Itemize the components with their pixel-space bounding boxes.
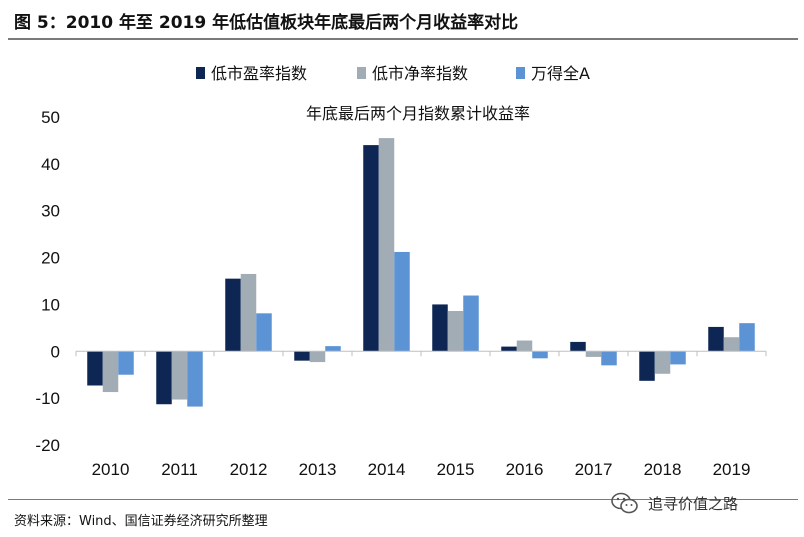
- bar-2015-series-1: [432, 304, 448, 352]
- figure-title: 图 5：2010 年至 2019 年低估值板块年底最后两个月收益率对比: [14, 13, 519, 33]
- source-note: 资料来源：Wind、国信证券经济研究所整理: [14, 514, 268, 529]
- bar-2017-series-1: [570, 341, 586, 352]
- x-tick-label: 2014: [368, 460, 406, 479]
- x-tick-label: 2013: [299, 460, 337, 479]
- bar-2012-series-3: [256, 313, 272, 352]
- y-tick-label: 20: [41, 249, 60, 268]
- watermark-text: 追寻价值之路: [648, 494, 739, 513]
- legend-label-2: 低市净率指数: [372, 64, 468, 83]
- watermark: 追寻价值之路: [610, 491, 738, 515]
- y-tick-label: 0: [51, 342, 60, 361]
- bar-2018-series-2: [654, 351, 671, 374]
- bar-2019-series-3: [739, 323, 755, 352]
- x-tick-label: 2011: [161, 460, 198, 479]
- x-axis-ticks: 2010 2011 2012 2013 2014 2015 2016 2017 2018 2019: [75, 351, 767, 479]
- bar-2019-series-1: [708, 326, 724, 352]
- bar-2019-series-2: [723, 337, 740, 352]
- bar-2010-series-2: [102, 351, 119, 393]
- x-tick-label: 2017: [575, 460, 613, 479]
- top-rule: [8, 38, 798, 40]
- bar-2015-series-2: [447, 310, 464, 352]
- x-tick-label: 2019: [713, 460, 751, 479]
- bar-2014-series-3: [394, 251, 410, 352]
- y-tick-label: -10: [35, 389, 60, 408]
- legend-swatch-1: [196, 67, 205, 79]
- x-tick-label: 2010: [92, 460, 130, 479]
- x-tick-label: 2016: [506, 460, 544, 479]
- bar-2016-series-3: [532, 351, 548, 359]
- y-tick-label: 30: [41, 202, 60, 221]
- bar-2011-series-2: [171, 351, 188, 400]
- legend-label-3: 万得全A: [531, 64, 590, 83]
- bar-2013-series-3: [325, 346, 341, 352]
- x-tick-label: 2018: [644, 460, 682, 479]
- bar-2010-series-3: [118, 351, 134, 375]
- bar-2016-series-2: [516, 340, 533, 352]
- bar-2016-series-1: [501, 346, 517, 352]
- chart-title: 年底最后两个月指数累计收益率: [306, 104, 530, 123]
- bar-2014-series-2: [378, 138, 395, 352]
- bar-2012-series-1: [225, 278, 241, 352]
- bar-2011-series-1: [156, 351, 172, 405]
- bar-2017-series-2: [585, 351, 602, 357]
- y-tick-label: 10: [41, 295, 60, 314]
- bar-2018-series-3: [670, 351, 686, 365]
- legend-label-1: 低市盈率指数: [211, 64, 307, 83]
- y-tick-label: 50: [41, 108, 60, 127]
- y-tick-label: -20: [35, 436, 60, 455]
- bar-2015-series-3: [463, 295, 479, 352]
- bars: [87, 138, 755, 407]
- wechat-icon: [611, 492, 638, 514]
- legend-swatch-2: [357, 67, 366, 79]
- bar-2012-series-2: [240, 273, 257, 352]
- y-axis-ticks: 50 40 30 20 10 0 -10 -20: [35, 108, 60, 455]
- bar-2010-series-1: [87, 351, 103, 386]
- x-tick-label: 2012: [230, 460, 268, 479]
- bar-2017-series-3: [601, 351, 617, 366]
- x-tick-label: 2015: [437, 460, 475, 479]
- legend-swatch-3: [516, 67, 525, 79]
- bar-2014-series-1: [363, 145, 379, 352]
- bar-2013-series-1: [294, 351, 310, 361]
- legend: 低市盈率指数 低市净率指数 万得全A: [196, 64, 590, 83]
- bar-2011-series-3: [187, 351, 203, 407]
- bar-2018-series-1: [639, 351, 655, 381]
- y-tick-label: 40: [41, 155, 60, 174]
- bottom-rule: [8, 499, 798, 500]
- bar-2013-series-2: [309, 351, 326, 363]
